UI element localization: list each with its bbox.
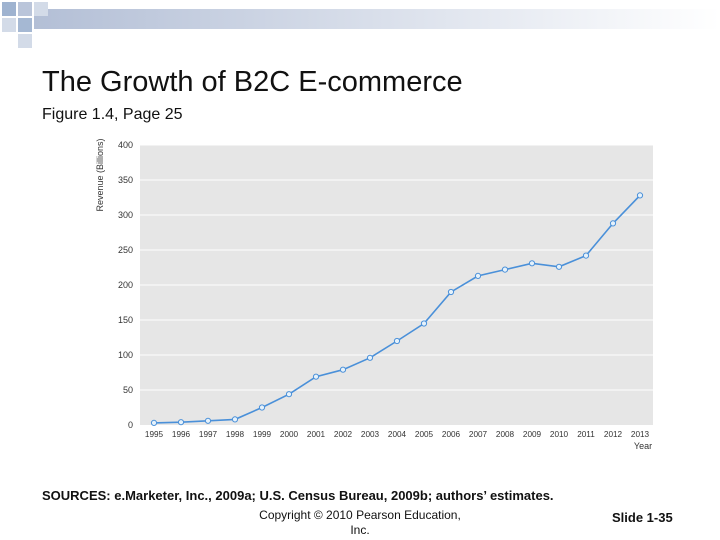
revenue-line-chart: 0 50 100 150 200 250 300 350 400 1995 1996 1997 199… (95, 138, 653, 451)
x-tick-label: 2005 (415, 430, 434, 439)
data-point (555, 263, 563, 270)
y-tick-label: 250 (118, 245, 133, 255)
x-tick-label: 2012 (604, 430, 623, 439)
data-point (636, 192, 644, 199)
decorative-bar (34, 9, 720, 29)
copyright-notice: Copyright © 2010 Pearson Education, Inc. (245, 508, 475, 538)
data-point (501, 266, 509, 273)
decorative-square (2, 18, 16, 32)
data-point (420, 320, 428, 327)
data-point (366, 354, 374, 361)
sources-note: SOURCES: e.Marketer, Inc., 2009a; U.S. C… (42, 488, 554, 503)
x-tick-label: 2003 (361, 430, 380, 439)
y-tick-label: 0 (128, 420, 133, 430)
decorative-square (34, 2, 48, 16)
decorative-square (18, 18, 32, 32)
x-tick-label: 2007 (469, 430, 488, 439)
x-tick-label: 2011 (577, 430, 595, 439)
data-point (528, 260, 536, 267)
data-point (285, 391, 293, 398)
decorative-square (18, 34, 32, 48)
data-point (231, 416, 239, 423)
x-tick-label: 2004 (388, 430, 407, 439)
x-tick-label: 1995 (145, 430, 164, 439)
copyright-line: Inc. (350, 523, 370, 537)
data-point (393, 337, 401, 345)
data-point (447, 288, 455, 296)
y-tick-label: 50 (123, 385, 133, 395)
y-tick-label: 150 (118, 315, 133, 325)
x-tick-label: 2010 (550, 430, 569, 439)
y-tick-label: 100 (118, 350, 133, 360)
data-point (177, 419, 185, 426)
slide-title: The Growth of B2C E-commerce (42, 66, 463, 98)
data-point (339, 366, 347, 373)
slide-subtitle: Figure 1.4, Page 25 (42, 106, 183, 123)
x-tick-label: 2000 (280, 430, 299, 439)
y-tick-label: 350 (118, 175, 133, 185)
y-tick-label: 400 (118, 140, 133, 150)
x-tick-label: 1998 (226, 430, 245, 439)
decorative-square (2, 2, 16, 16)
x-tick-label: 2009 (523, 430, 542, 439)
decorative-header-pattern (2, 2, 720, 48)
slide-number: Slide 1-35 (612, 510, 673, 525)
x-tick-label: 2008 (496, 430, 515, 439)
data-point (609, 220, 617, 227)
x-tick-label: 1996 (172, 430, 191, 439)
x-tick-label: 2001 (307, 430, 326, 439)
data-point (258, 404, 266, 411)
data-point (474, 272, 482, 279)
data-point (312, 373, 320, 380)
data-point (150, 419, 158, 426)
y-tick-label: 300 (118, 210, 133, 220)
x-tick-label: 2006 (442, 430, 461, 439)
x-tick-label: 2002 (334, 430, 353, 439)
x-tick-label: 1999 (253, 430, 272, 439)
x-axis-label: Year (634, 441, 652, 451)
data-point (204, 417, 212, 424)
y-tick-label: 200 (118, 280, 133, 290)
copyright-line: Copyright © 2010 Pearson Education, (259, 508, 461, 522)
data-point (582, 252, 590, 259)
y-axis-label: Revenue (Billions) (95, 138, 105, 211)
decorative-square (18, 2, 32, 16)
x-tick-label: 2013 (631, 430, 650, 439)
x-tick-label: 1997 (199, 430, 218, 439)
